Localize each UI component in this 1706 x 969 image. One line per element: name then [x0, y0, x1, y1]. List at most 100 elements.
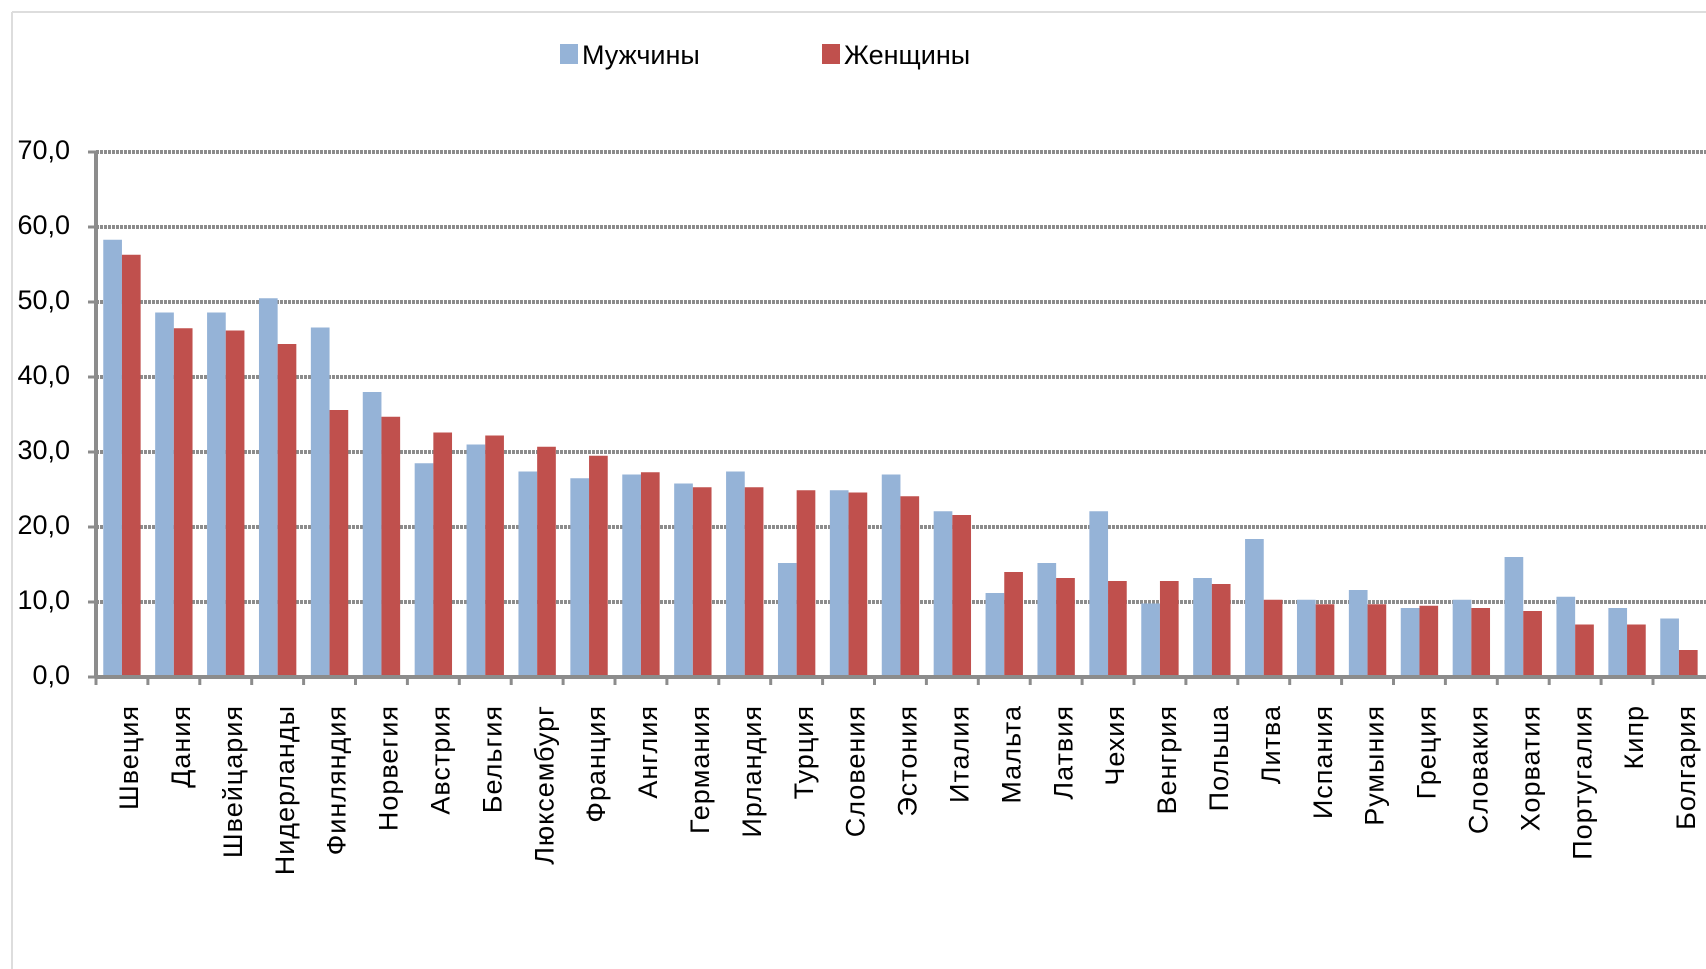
bar: [1678, 650, 1698, 677]
bar: [1263, 599, 1283, 677]
y-tick-label: 60,0: [17, 210, 70, 240]
bar: [1159, 581, 1179, 677]
x-tick-label: Германия: [685, 705, 715, 834]
bar: [1400, 608, 1420, 677]
bar: [1523, 611, 1542, 677]
bar: [1296, 599, 1316, 677]
bar: [848, 492, 868, 677]
x-tick-label: Швейцария: [218, 705, 248, 858]
legend-swatch: [560, 44, 578, 64]
x-tick-label: Испания: [1308, 705, 1338, 819]
legend-swatch: [822, 44, 840, 64]
bar: [622, 474, 641, 677]
bar: [1004, 572, 1023, 677]
bar: [1660, 618, 1679, 677]
x-tick-label: Португалия: [1567, 705, 1597, 860]
x-tick-label: Мальта: [996, 705, 1026, 804]
bar: [1037, 563, 1057, 677]
x-tick-label: Люксембург: [529, 705, 559, 865]
x-tick-label: Чехия: [1100, 705, 1130, 786]
x-tick-label: Латвия: [1048, 705, 1078, 800]
bar: [1367, 604, 1387, 677]
x-tick-label: Швеция: [114, 705, 144, 810]
bar: [433, 432, 453, 677]
legend-label: Женщины: [844, 40, 970, 70]
x-tick-label: Кипр: [1619, 705, 1649, 769]
bar: [414, 463, 434, 677]
x-tick-label: Словакия: [1463, 705, 1493, 834]
bar: [381, 416, 401, 677]
bar: [1108, 581, 1127, 677]
x-tick-label: Бельгия: [477, 705, 507, 813]
x-tick-label: Австрия: [425, 705, 455, 815]
y-tick-label: 10,0: [17, 585, 70, 615]
x-tick-label: Словения: [841, 705, 871, 837]
bar: [1348, 590, 1368, 677]
bar: [1419, 605, 1439, 677]
x-tick-label: Польша: [1204, 705, 1234, 811]
x-tick-label: Румыния: [1360, 705, 1390, 826]
bar: [692, 487, 712, 677]
x-tick-label: Литва: [1256, 705, 1286, 784]
x-tick-label: Франция: [581, 705, 611, 823]
x-tick-label: Нидерланды: [270, 705, 300, 875]
bar: [1056, 578, 1075, 677]
bar: [1452, 599, 1472, 677]
bar: [155, 312, 174, 677]
x-tick-label: Греция: [1412, 705, 1442, 799]
bar: [1471, 608, 1491, 677]
x-tick-label: Норвегия: [374, 705, 404, 831]
bar: [329, 410, 349, 677]
bar: [1315, 604, 1335, 677]
bar: [1211, 584, 1231, 677]
bar: [518, 471, 538, 677]
bar: [277, 344, 297, 677]
x-tick-label: Болгария: [1671, 705, 1701, 830]
bar: [1575, 624, 1594, 677]
bar: [796, 490, 816, 677]
bar: [777, 563, 797, 677]
bar: [1193, 578, 1212, 677]
bar: [1556, 596, 1576, 677]
x-tick-label: Хорватия: [1515, 705, 1545, 831]
bar: [900, 496, 920, 677]
bar: [537, 446, 556, 677]
bar: [1141, 603, 1160, 677]
bar: [744, 487, 764, 677]
bar: [829, 490, 849, 677]
x-tick-label: Венгрия: [1152, 705, 1182, 815]
bar: [310, 327, 330, 677]
bar: [1504, 557, 1524, 677]
y-tick-label: 0,0: [32, 660, 70, 690]
bar: [103, 239, 122, 677]
x-tick-label: Англия: [633, 705, 663, 799]
bar: [362, 392, 382, 677]
bar: [1627, 624, 1646, 677]
x-tick-label: Дания: [166, 705, 196, 788]
x-tick-label: Италия: [944, 705, 974, 803]
bar: [207, 312, 226, 677]
bar: [258, 298, 278, 677]
y-tick-label: 50,0: [17, 285, 70, 315]
y-tick-label: 70,0: [17, 135, 70, 165]
bar: [1089, 511, 1109, 677]
bar: [674, 483, 693, 677]
bar: [173, 328, 193, 677]
bar: [121, 254, 141, 677]
y-tick-label: 30,0: [17, 435, 70, 465]
bar: [640, 472, 660, 677]
bar: [726, 471, 745, 677]
y-tick-label: 40,0: [17, 360, 70, 390]
bar: [225, 330, 245, 677]
x-tick-label: Ирландия: [737, 705, 767, 838]
bar: [952, 515, 972, 677]
bar: [985, 593, 1005, 677]
bar: [933, 511, 953, 677]
bar: [589, 455, 608, 677]
legend-label: Мужчины: [582, 40, 700, 70]
bar: [466, 444, 486, 677]
bar: [1245, 539, 1264, 677]
x-tick-label: Турция: [789, 705, 819, 799]
x-tick-label: Эстония: [893, 705, 923, 817]
